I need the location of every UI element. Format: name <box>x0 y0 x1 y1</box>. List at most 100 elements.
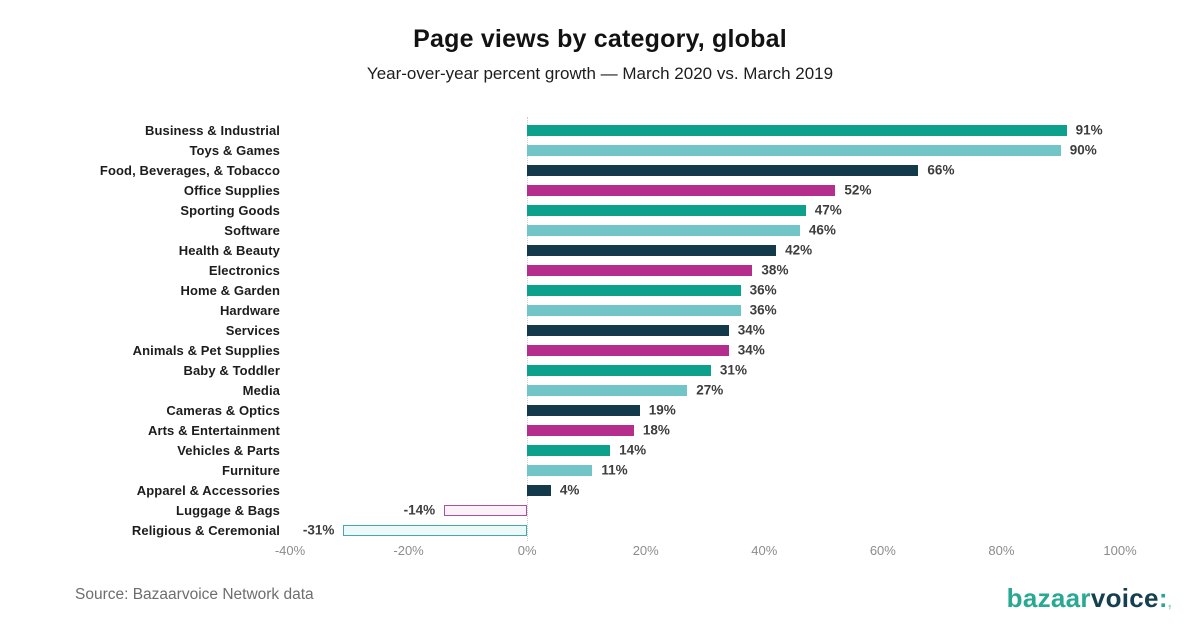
category-label: Vehicles & Parts <box>177 442 280 458</box>
bar <box>527 484 551 496</box>
logo-text-voice: voice <box>1090 583 1159 613</box>
bar-track: 18% <box>290 420 1120 440</box>
chart-row: Electronics 38% <box>0 260 1120 280</box>
bar <box>527 164 919 176</box>
chart-row: Sporting Goods 47% <box>0 200 1120 220</box>
value-label: 4% <box>559 482 580 498</box>
chart-row: Services 34% <box>0 320 1120 340</box>
category-label: Arts & Entertainment <box>147 422 280 438</box>
value-label: 11% <box>601 462 628 478</box>
bar-track: 19% <box>290 400 1120 420</box>
x-axis-tick: -40% <box>274 543 306 558</box>
value-label: 46% <box>808 222 836 238</box>
category-label: Luggage & Bags <box>176 502 280 518</box>
category-label: Toys & Games <box>189 142 280 158</box>
bar-track: 36% <box>290 280 1120 300</box>
x-axis-tick: 100% <box>1103 543 1137 558</box>
bar <box>527 344 729 356</box>
category-label: Animals & Pet Supplies <box>132 342 280 358</box>
chart-row: Food, Beverages, & Tobacco 66% <box>0 160 1120 180</box>
bar-chart: Business & Industrial 91% Toys & Games 90% F… <box>0 117 1137 563</box>
source-note: Source: Bazaarvoice Network data <box>75 586 314 603</box>
category-label: Sporting Goods <box>180 202 280 218</box>
value-label: -31% <box>302 522 335 538</box>
bar <box>444 504 528 516</box>
chart-row: Health & Beauty 42% <box>0 240 1120 260</box>
chart-row: Baby & Toddler 31% <box>0 360 1120 380</box>
bar <box>527 124 1067 136</box>
category-label: Software <box>224 222 280 238</box>
category-label: Home & Garden <box>180 282 280 298</box>
chart-row: Vehicles & Parts 14% <box>0 440 1120 460</box>
chart-row: Home & Garden 36% <box>0 280 1120 300</box>
bar-track: 38% <box>290 260 1120 280</box>
value-label: 34% <box>737 342 765 358</box>
category-label: Cameras & Optics <box>166 402 280 418</box>
bar <box>527 144 1061 156</box>
value-label: 36% <box>749 302 777 318</box>
bar-track: 34% <box>290 320 1120 340</box>
bar <box>343 524 528 536</box>
category-label: Furniture <box>222 462 280 478</box>
bar <box>527 184 836 196</box>
category-label: Business & Industrial <box>144 122 280 138</box>
x-axis-tick: 60% <box>869 543 896 558</box>
bar-track: 4% <box>290 480 1120 500</box>
value-label: 52% <box>844 182 872 198</box>
value-label: -14% <box>403 502 436 518</box>
chart-row: Furniture 11% <box>0 460 1120 480</box>
bar-track: 90% <box>290 140 1120 160</box>
value-label: 34% <box>737 322 765 338</box>
category-label: Media <box>242 382 280 398</box>
chart-row: Luggage & Bags -14% <box>0 500 1120 520</box>
logo-accent-mark: , <box>1167 594 1172 610</box>
chart-row: Cameras & Optics 19% <box>0 400 1120 420</box>
bar <box>527 424 634 436</box>
bar-track: 34% <box>290 340 1120 360</box>
chart-row: Animals & Pet Supplies 34% <box>0 340 1120 360</box>
bar-track: 36% <box>290 300 1120 320</box>
value-label: 18% <box>642 422 670 438</box>
category-label: Hardware <box>219 302 280 318</box>
value-label: 36% <box>749 282 777 298</box>
chart-row: Media 27% <box>0 380 1120 400</box>
x-axis-tick: 0% <box>517 543 537 558</box>
value-label: 19% <box>648 402 676 418</box>
category-label: Food, Beverages, & Tobacco <box>99 162 280 178</box>
category-label: Office Supplies <box>183 182 280 198</box>
bar-track: 47% <box>290 200 1120 220</box>
value-label: 38% <box>761 262 789 278</box>
bazaarvoice-logo: bazaarvoice:, <box>1007 583 1172 614</box>
bar <box>527 384 688 396</box>
chart-row: Toys & Games 90% <box>0 140 1120 160</box>
value-label: 47% <box>814 202 842 218</box>
x-axis-tick: 20% <box>632 543 659 558</box>
bar-track: 14% <box>290 440 1120 460</box>
bar <box>527 304 741 316</box>
chart-row: Business & Industrial 91% <box>0 120 1120 140</box>
bar-track: 31% <box>290 360 1120 380</box>
bar-track: -31% <box>290 520 1120 540</box>
bar <box>527 324 729 336</box>
chart-rows: Business & Industrial 91% Toys & Games 90% F… <box>0 120 1120 540</box>
x-axis: -40% -20% 0% 20% 40% 60% 80% 100% <box>275 543 1137 563</box>
chart-row: Office Supplies 52% <box>0 180 1120 200</box>
chart-row: Software 46% <box>0 220 1120 240</box>
category-label: Services <box>225 322 280 338</box>
value-label: 31% <box>719 362 747 378</box>
bar <box>527 444 611 456</box>
value-label: 42% <box>785 242 813 258</box>
category-label: Apparel & Accessories <box>136 482 280 498</box>
chart-row: Apparel & Accessories 4% <box>0 480 1120 500</box>
bar-track: 52% <box>290 180 1120 200</box>
x-axis-tick: 80% <box>988 543 1015 558</box>
value-label: 14% <box>619 442 647 458</box>
chart-title: Page views by category, global <box>413 25 787 53</box>
bar <box>527 464 593 476</box>
chart-row: Hardware 36% <box>0 300 1120 320</box>
bar <box>527 264 753 276</box>
chart-row: Religious & Ceremonial -31% <box>0 520 1120 540</box>
bar-track: 42% <box>290 240 1120 260</box>
bar <box>527 244 777 256</box>
bar-track: 46% <box>290 220 1120 240</box>
